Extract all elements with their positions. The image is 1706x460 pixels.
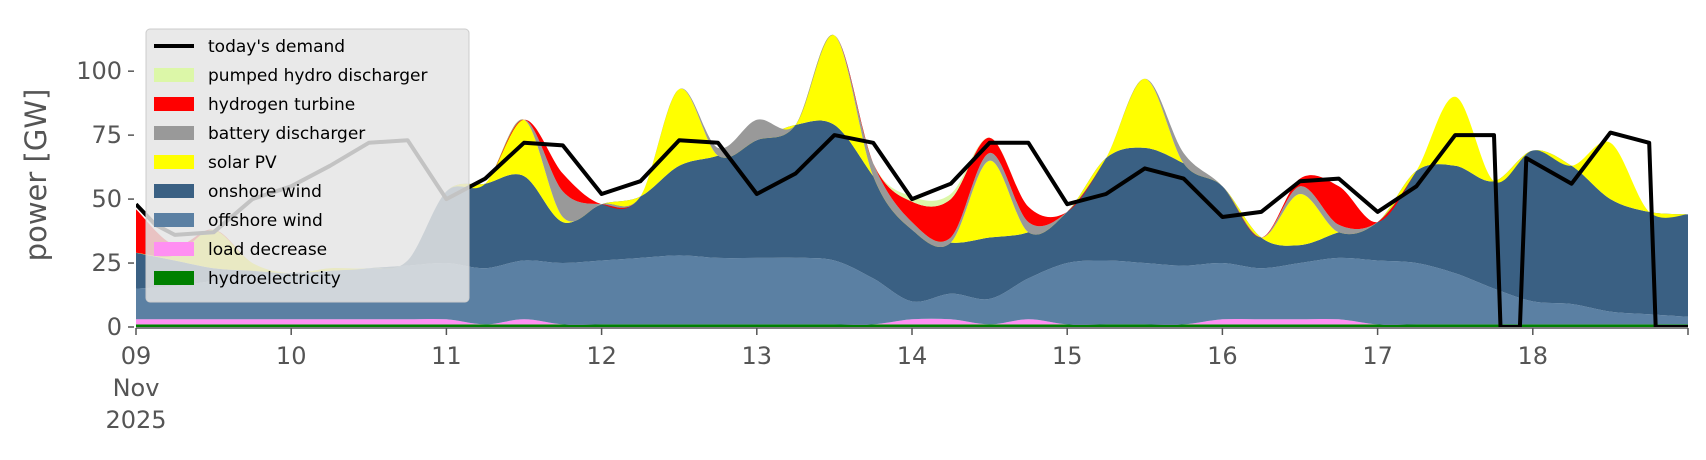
y-axis-label: power [GW] bbox=[19, 89, 53, 262]
area-load-decrease bbox=[136, 318, 1688, 325]
legend-swatch-hydrogen-turbine bbox=[154, 97, 194, 111]
legend-swatch-hydroelectricity bbox=[154, 271, 194, 285]
y-tick-label: 50 bbox=[91, 185, 122, 213]
legend-label-offshore-wind: offshore wind bbox=[208, 211, 323, 231]
area-hydroelectricity bbox=[136, 324, 1688, 327]
legend-swatch-pumped-hydro-discharger bbox=[154, 68, 194, 82]
x-tick-label: 12 bbox=[586, 342, 617, 370]
x-tick-label: 09 bbox=[121, 342, 152, 370]
x-tick-label: 18 bbox=[1518, 342, 1549, 370]
area-solar-pv bbox=[136, 34, 1688, 274]
x-tick-label: 10 bbox=[276, 342, 307, 370]
legend-label-load-decrease: load decrease bbox=[208, 240, 327, 260]
legend-swatch-load-decrease bbox=[154, 242, 194, 256]
legend-swatch-battery-discharger bbox=[154, 126, 194, 140]
area-offshore-wind bbox=[136, 255, 1688, 325]
area-battery-discharger bbox=[136, 34, 1688, 274]
legend-label-hydrogen-turbine: hydrogen turbine bbox=[208, 95, 355, 115]
y-tick-label: 75 bbox=[91, 121, 122, 149]
legend-swatch-onshore-wind bbox=[154, 184, 194, 198]
legend-label-hydroelectricity: hydroelectricity bbox=[208, 269, 341, 289]
legend: today's demand pumped hydro discharger hyd… bbox=[145, 28, 470, 303]
y-tick-label: 0 bbox=[107, 313, 122, 341]
x-tick-label: Nov bbox=[113, 374, 160, 402]
legend-swatch-solar-pv bbox=[154, 155, 194, 169]
x-tick-label: 14 bbox=[897, 342, 928, 370]
legend-label-onshore-wind: onshore wind bbox=[208, 182, 322, 202]
y-tick-label: 25 bbox=[91, 249, 122, 277]
legend-box bbox=[145, 28, 470, 303]
legend-label-pumped-hydro-discharger: pumped hydro discharger bbox=[208, 66, 427, 86]
legend-label-today-s-demand: today's demand bbox=[208, 37, 345, 57]
x-tick-label: 11 bbox=[431, 342, 462, 370]
x-tick-label: 16 bbox=[1207, 342, 1238, 370]
x-tick-label: 2025 bbox=[105, 406, 166, 434]
axes: 0 25 50 75 100 09 Nov 2025 10 11 12 13 14 15 16 17 18 bbox=[76, 57, 1689, 434]
x-tick-label: 13 bbox=[742, 342, 773, 370]
x-tick-label: 17 bbox=[1362, 342, 1393, 370]
y-tick-label: 100 bbox=[76, 57, 122, 85]
legend-label-solar-pv: solar PV bbox=[208, 153, 277, 173]
x-tick-label: 15 bbox=[1052, 342, 1083, 370]
legend-label-battery-discharger: battery discharger bbox=[208, 124, 365, 144]
legend-swatch-offshore-wind bbox=[154, 213, 194, 227]
